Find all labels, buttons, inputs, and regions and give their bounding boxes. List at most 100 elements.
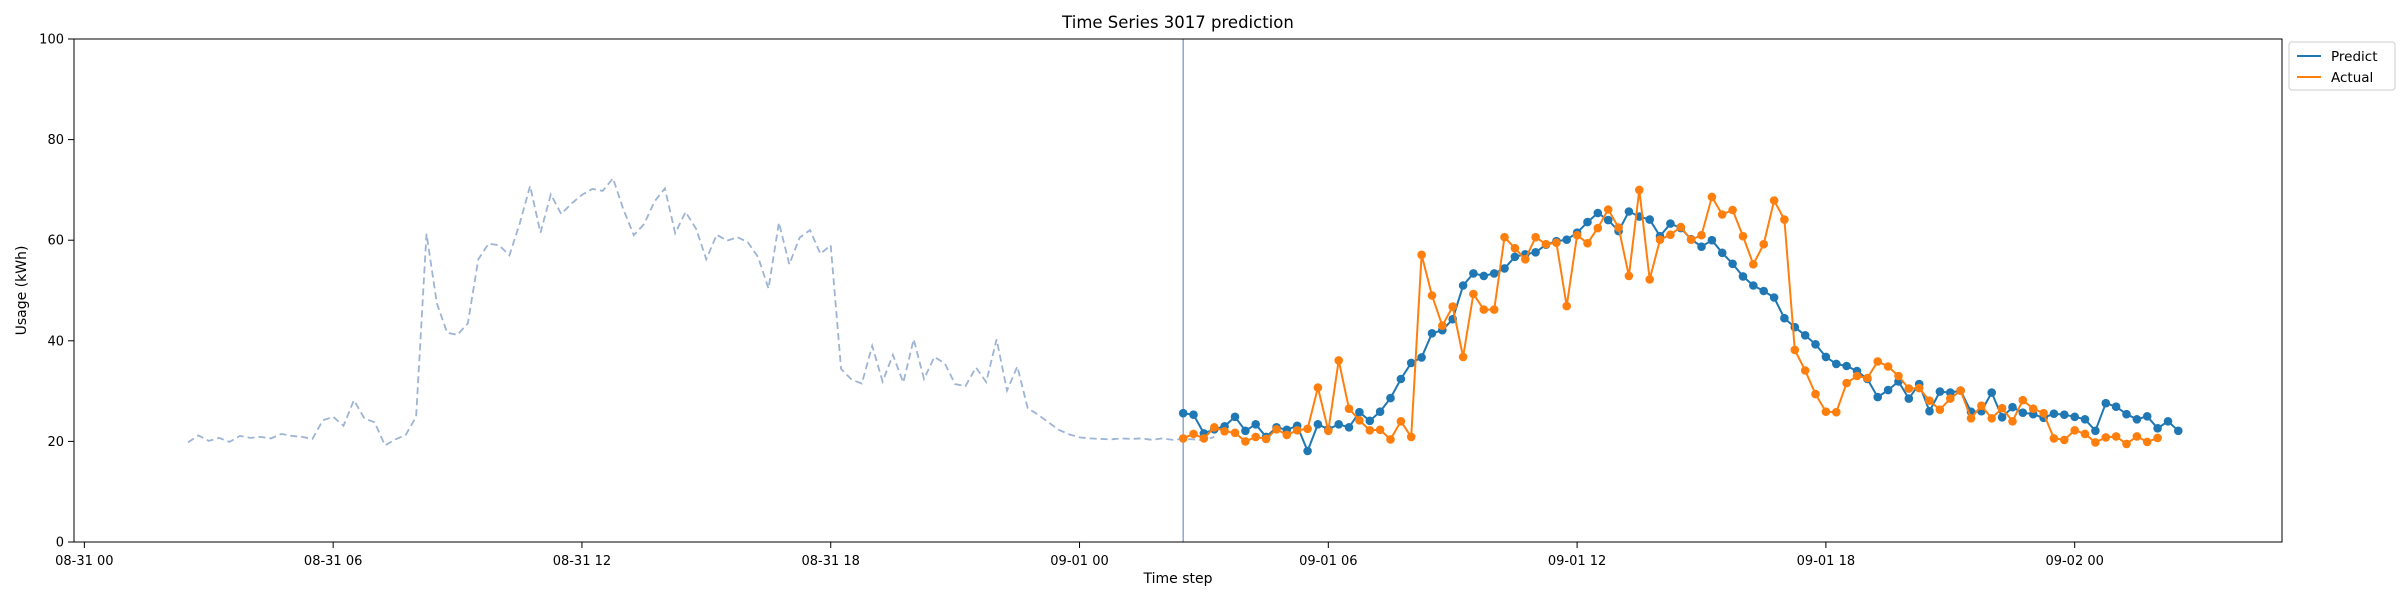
actual-data-point (1210, 423, 1219, 432)
predict-data-point (1873, 392, 1882, 402)
predict-data-point (1759, 286, 1768, 296)
actual-data-point (1510, 243, 1520, 253)
actual-data-point (1645, 275, 1654, 284)
actual-data-point (1614, 223, 1623, 232)
y-tick-label: 80 (47, 133, 64, 148)
predict-data-point (1178, 408, 1188, 418)
predict-data-point (1313, 420, 1323, 429)
actual-data-point (2039, 408, 2048, 418)
actual-data-point (1738, 231, 1748, 241)
predict-data-point (2122, 409, 2131, 419)
predict-data-point (2018, 408, 2028, 418)
predict-data-point (2163, 417, 2173, 426)
predict-data-point (1189, 410, 1198, 420)
actual-data-point (1717, 210, 1727, 219)
x-tick-label: 08-31 00 (55, 554, 113, 569)
actual-data-point (1800, 366, 1810, 375)
actual-data-point (1355, 416, 1364, 425)
predict-data-point (1935, 387, 1945, 396)
predict-data-point (1769, 293, 1779, 302)
actual-data-point (1852, 371, 1862, 381)
predict-data-point (1386, 393, 1395, 403)
predict-data-point (1624, 207, 1634, 216)
actual-data-point (1655, 235, 1665, 244)
predict-data-point (1780, 313, 1789, 323)
predict-data-point (1489, 269, 1499, 278)
actual-data-point (2101, 433, 2111, 442)
actual-data-point (2132, 432, 2142, 441)
predict-data-point (2049, 409, 2059, 419)
x-tick-label: 09-02 00 (2045, 554, 2103, 569)
actual-data-point (1977, 401, 1986, 411)
actual-data-point (1821, 407, 1831, 417)
actual-data-point (2049, 434, 2059, 443)
actual-data-point (1842, 378, 1851, 388)
legend-label-actual: Actual (2331, 70, 2373, 86)
actual-data-point (1863, 373, 1872, 383)
x-tick-label: 09-01 12 (1548, 554, 1606, 569)
actual-data-point (1707, 192, 1717, 202)
predict-data-point (2080, 415, 2090, 424)
actual-data-point (1624, 271, 1634, 281)
actual-data-point (2018, 395, 2028, 405)
actual-data-point (1635, 185, 1644, 195)
predict-data-point (1531, 248, 1540, 257)
predict-data-point (2060, 410, 2069, 420)
actual-data-point (1324, 426, 1333, 436)
predict-data-point (1458, 281, 1468, 290)
actual-data-point (1873, 357, 1882, 366)
legend-label-predict: Predict (2331, 49, 2378, 65)
predict-data-point (2008, 402, 2017, 412)
predict-data-point (1738, 272, 1748, 281)
predict-data-point (1832, 359, 1841, 369)
actual-data-point (1686, 235, 1696, 244)
actual-data-point (1396, 417, 1406, 426)
actual-data-point (1334, 356, 1343, 365)
actual-data-point (1230, 428, 1240, 438)
predict-data-point (2070, 412, 2079, 422)
predict-data-point (1925, 406, 1934, 416)
y-tick-label: 60 (47, 234, 64, 249)
legend: Predict Actual (2288, 41, 2396, 91)
predict-data-point (1241, 426, 1250, 436)
actual-data-point (1832, 407, 1841, 417)
actual-data-point (1593, 223, 1603, 233)
actual-data-point (1303, 424, 1312, 434)
predict-data-point (1997, 413, 2007, 422)
actual-data-point (1386, 435, 1395, 444)
predict-data-point (1842, 361, 1851, 371)
actual-data-point (1572, 230, 1582, 240)
history-series-line (187, 176, 1215, 447)
y-tick-label: 0 (56, 536, 64, 551)
predict-data-point (2101, 398, 2111, 408)
actual-data-point (2091, 438, 2100, 447)
predict-data-point (1697, 242, 1706, 251)
predict-data-point (1303, 446, 1312, 456)
actual-data-point (1241, 437, 1250, 446)
actual-data-point (1925, 396, 1934, 406)
actual-data-point (1914, 383, 1924, 393)
predict-data-point (2091, 426, 2100, 436)
actual-data-point (1883, 362, 1893, 371)
predict-data-point (1821, 352, 1831, 362)
actual-data-point (1521, 254, 1530, 264)
chart-title: Time Series 3017 prediction (1061, 13, 1294, 32)
actual-data-point (2070, 426, 2079, 435)
predict-data-point (1365, 416, 1375, 426)
actual-data-point (2008, 417, 2017, 426)
actual-data-point (1749, 260, 1758, 269)
y-tick-label: 20 (47, 435, 64, 450)
predict-data-point (1666, 219, 1675, 228)
predict-data-point (1583, 217, 1592, 227)
actual-data-point (1220, 427, 1229, 436)
x-axis-label: Time step (1143, 571, 1213, 587)
actual-data-point (1365, 426, 1375, 435)
actual-data-point (1489, 305, 1499, 314)
x-tick-label: 08-31 12 (553, 554, 611, 569)
plot-frame (73, 38, 2283, 543)
actual-data-point (1292, 426, 1302, 435)
predict-data-point (1987, 388, 1996, 397)
actual-data-point (1417, 250, 1426, 260)
actual-data-point (1500, 232, 1509, 242)
